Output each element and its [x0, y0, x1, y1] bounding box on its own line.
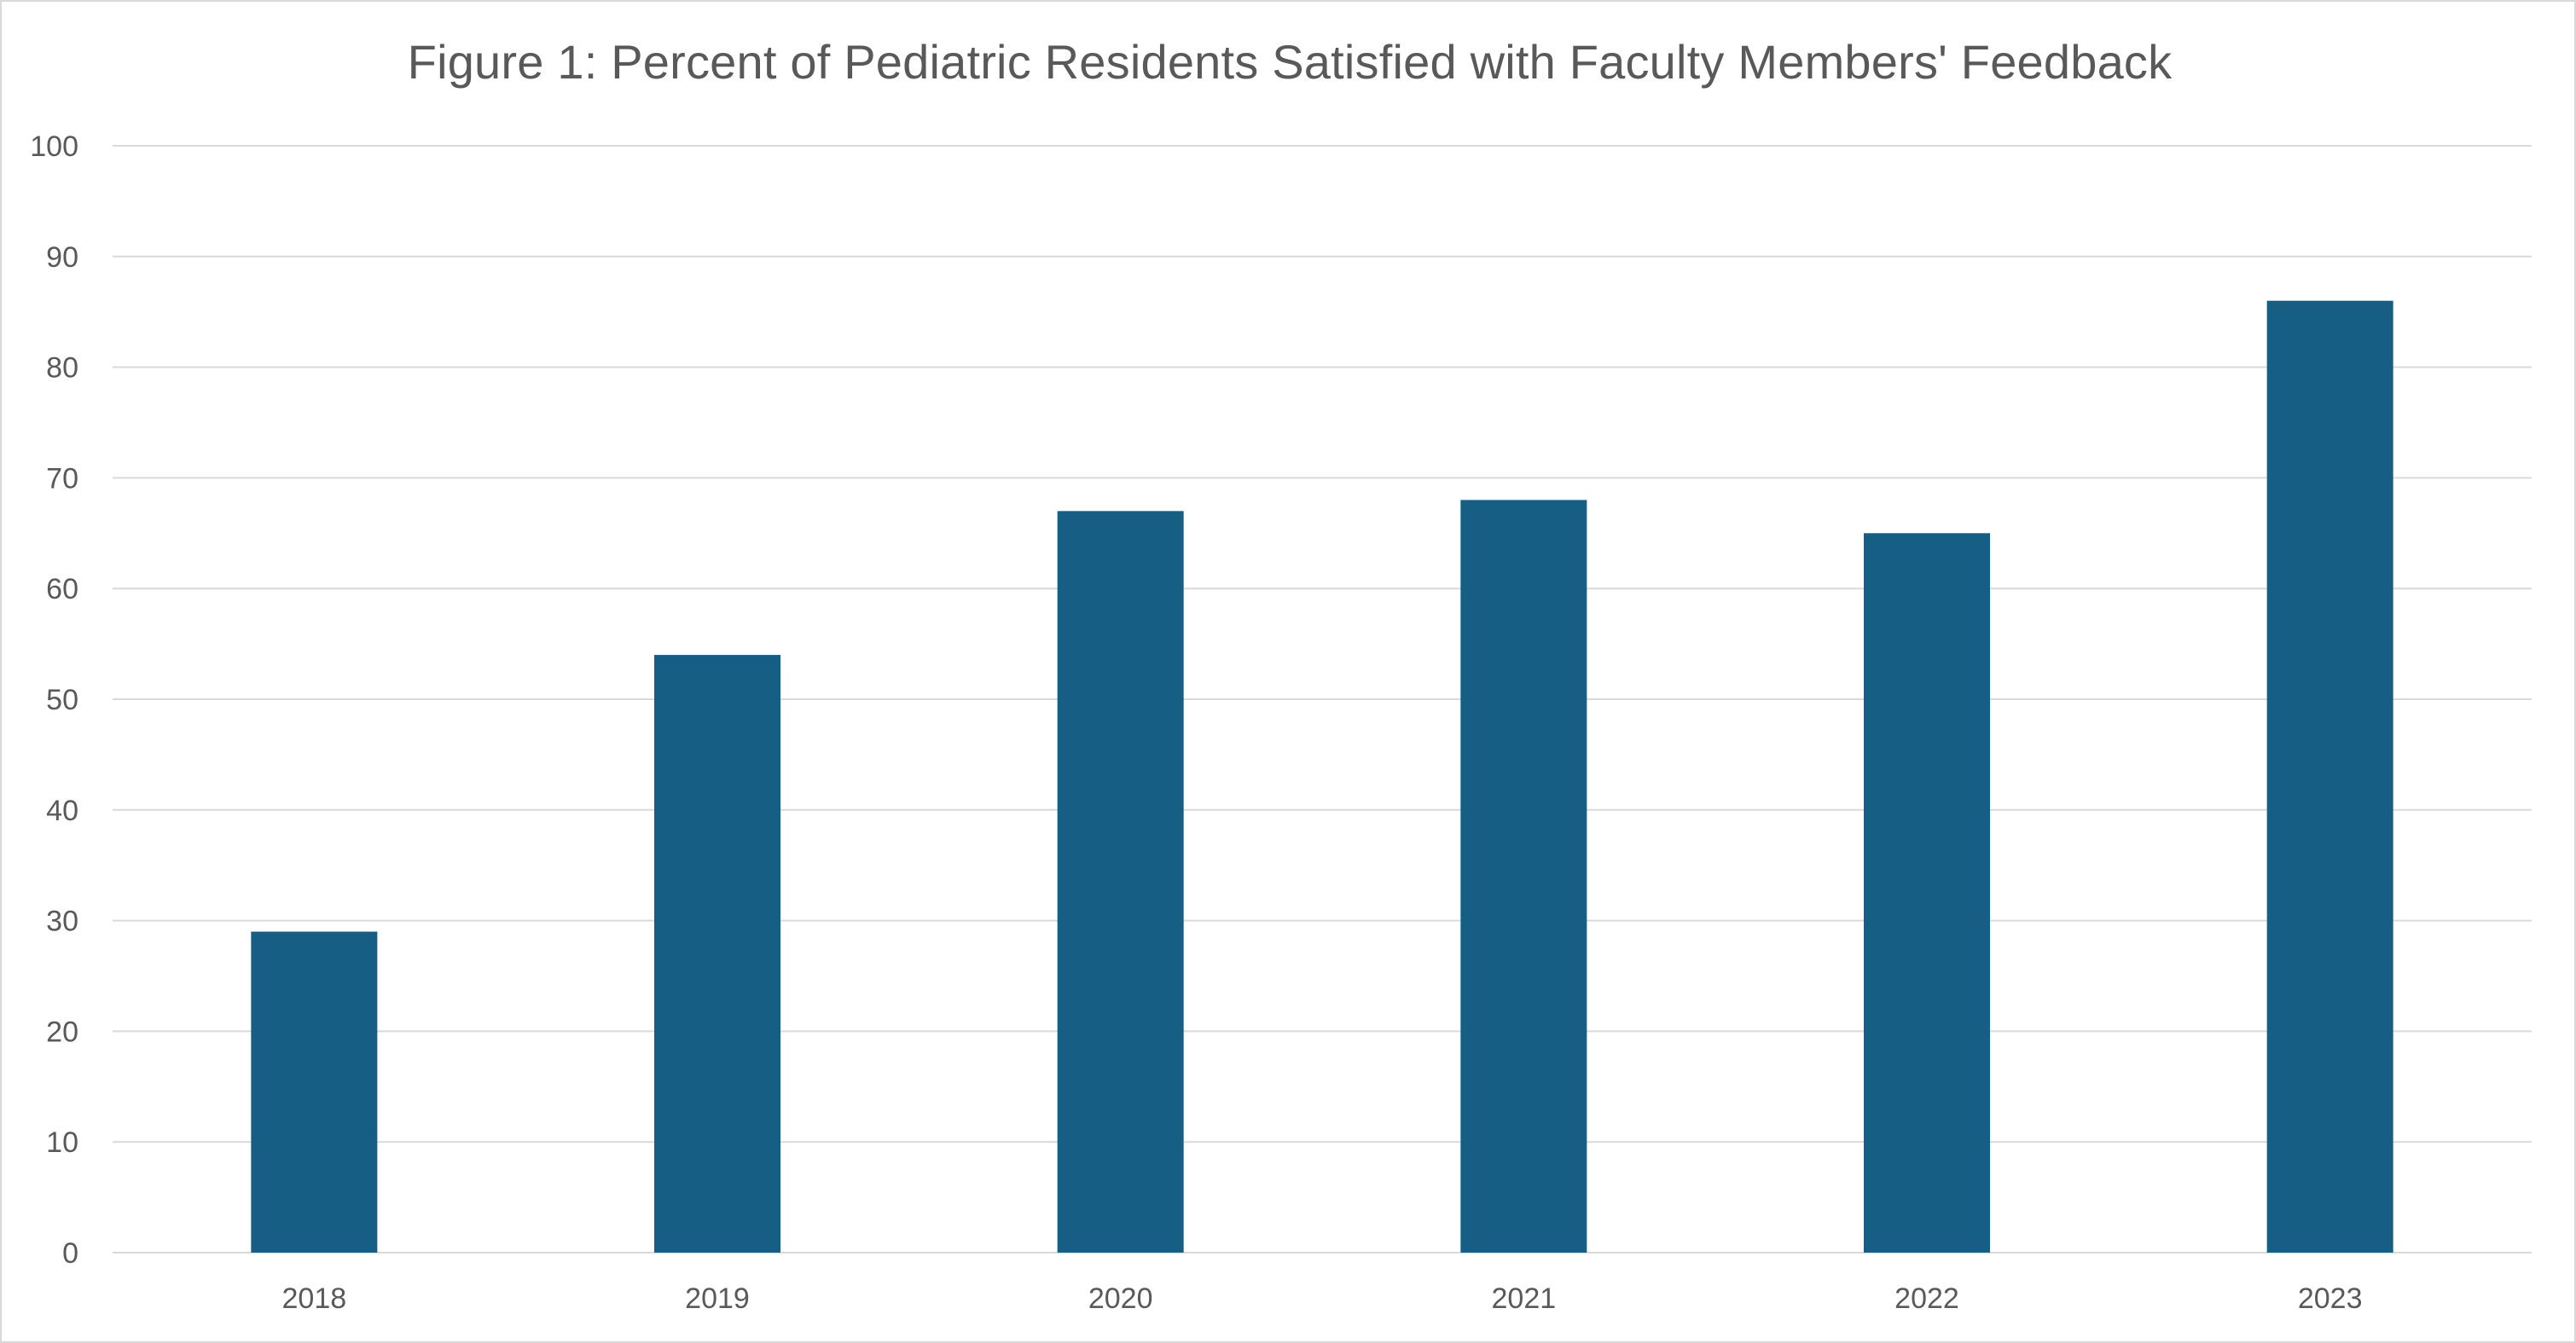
y-tick-label: 50 [46, 684, 78, 716]
x-tick-label: 2020 [1088, 1282, 1153, 1315]
bar-2019 [654, 655, 780, 1253]
y-tick-label: 80 [46, 352, 78, 385]
y-tick-label: 90 [46, 241, 78, 274]
x-tick-label: 2021 [1492, 1282, 1557, 1315]
y-tick-label: 40 [46, 795, 78, 827]
bar-2021 [1460, 500, 1587, 1253]
bar-2018 [251, 931, 378, 1253]
bar-2023 [2266, 300, 2393, 1253]
y-tick-label: 100 [30, 130, 78, 163]
y-tick-label: 30 [46, 906, 78, 938]
bar-2020 [1057, 511, 1184, 1253]
bar-2022 [1864, 533, 1990, 1253]
x-tick-label: 2022 [1894, 1282, 1959, 1315]
y-tick-label: 60 [46, 573, 78, 605]
y-tick-label: 0 [62, 1237, 78, 1270]
x-tick-label: 2018 [282, 1282, 347, 1315]
chart-title: Figure 1: Percent of Pediatric Residents… [407, 35, 2173, 89]
y-tick-label: 70 [46, 462, 78, 495]
x-tick-label: 2023 [2298, 1282, 2363, 1315]
y-tick-label: 20 [46, 1016, 78, 1048]
x-tick-label: 2019 [685, 1282, 750, 1315]
y-tick-label: 10 [46, 1126, 78, 1159]
